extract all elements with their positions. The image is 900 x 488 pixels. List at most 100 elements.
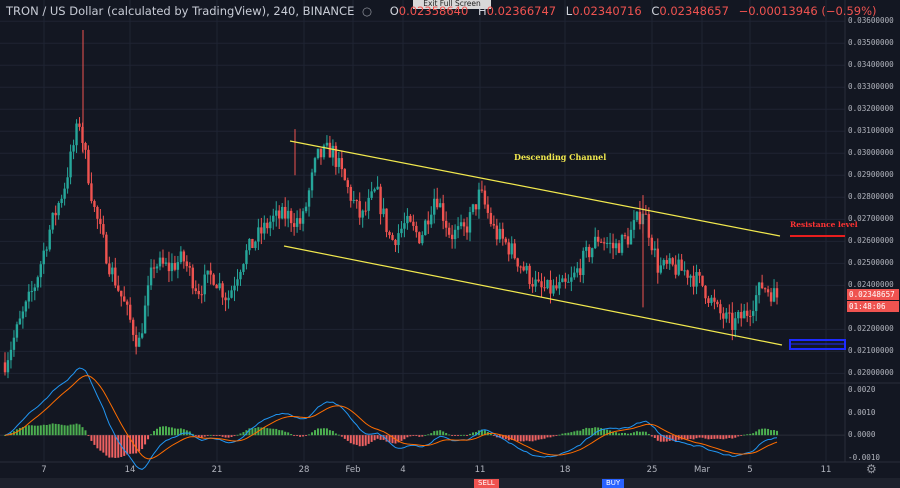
candle-body (60, 198, 63, 203)
macd-histogram-bar (251, 428, 254, 436)
candle-body (137, 337, 141, 347)
candle-body (233, 285, 236, 291)
resistance-label: Resistance level (790, 220, 858, 229)
candle-body (15, 324, 19, 338)
sell-button[interactable]: SELL (474, 479, 499, 488)
candle-body (158, 257, 162, 267)
candle-body (289, 210, 293, 224)
macd-histogram-bar (373, 435, 376, 441)
symbol-title[interactable]: TRON / US Dollar (calculated by TradingV… (6, 4, 355, 18)
exit-fullscreen-button[interactable]: Exit Full Screen (ESC) (413, 0, 491, 18)
candle-body (301, 211, 305, 224)
macd-histogram-bar (626, 433, 629, 436)
settings-gear-icon[interactable]: ⚙ (866, 462, 877, 476)
time-tick-label: Mar (693, 465, 711, 475)
macd-histogram-bar (370, 435, 373, 442)
candle-body (105, 234, 108, 264)
candle-body (45, 249, 48, 251)
visibility-dot-icon[interactable]: ○ (362, 4, 373, 18)
candle-body (588, 246, 591, 258)
macd-histogram-bar (710, 435, 713, 440)
candle-body (710, 297, 713, 303)
macd-histogram-bar (474, 432, 477, 436)
macd-histogram-bar (621, 432, 624, 436)
macd-histogram-bar (33, 425, 36, 436)
macd-histogram-bar (588, 428, 591, 436)
resistance-line (790, 235, 845, 237)
candle-body (18, 318, 22, 325)
candle-body (33, 287, 37, 292)
macd-histogram-bar (504, 435, 507, 440)
macd-histogram-bar (638, 431, 641, 436)
macd-histogram-bar (564, 433, 567, 436)
candle-body (9, 349, 13, 361)
macd-histogram-bar (531, 435, 534, 442)
candle-body (656, 248, 659, 273)
macd-histogram-bar (469, 433, 471, 436)
candle-body (179, 251, 183, 263)
candle-body (591, 248, 594, 258)
candle-body (269, 221, 272, 229)
candle-body (453, 229, 457, 240)
macd-histogram-bar (549, 435, 552, 438)
candle-body (66, 177, 69, 189)
macd-histogram-bar (361, 435, 364, 447)
candle-body (206, 270, 209, 275)
macd-histogram-bar (209, 434, 212, 436)
candle-body (325, 142, 329, 146)
candle-body (614, 243, 618, 249)
time-tick-label: Feb (345, 465, 361, 475)
macd-histogram-bar (656, 435, 659, 441)
candle-body (441, 203, 445, 221)
candle-body (602, 242, 606, 244)
macd-histogram-bar (173, 428, 176, 436)
candle-body (75, 123, 78, 146)
macd-histogram-bar (537, 435, 540, 440)
close-label: C (651, 4, 660, 18)
candle-body (474, 204, 478, 210)
macd-histogram-bar (108, 435, 111, 458)
price-tick-label: 0.03100000 (848, 126, 894, 136)
buy-button[interactable]: BUY (602, 479, 625, 488)
macd-histogram-bar (266, 428, 269, 436)
macd-histogram-bar (138, 435, 141, 452)
candle-body (731, 312, 734, 330)
macd-histogram-bar (299, 435, 302, 437)
candle-body (90, 183, 93, 202)
macd-histogram-bar (731, 435, 734, 439)
candle-body (638, 211, 642, 225)
macd-histogram-bar (689, 435, 692, 439)
candle-body (534, 279, 537, 287)
macd-histogram-bar (224, 435, 227, 438)
macd-histogram-bar (540, 435, 543, 440)
candle-body (170, 262, 174, 272)
macd-histogram-bar (734, 435, 737, 438)
candle-body (337, 158, 341, 167)
macd-histogram-bar (367, 435, 370, 444)
candle-body (388, 232, 391, 236)
candle-body (120, 290, 123, 297)
candle-body (48, 229, 51, 250)
macd-histogram-bar (522, 435, 525, 442)
candle-body (254, 241, 257, 248)
time-tick-label: 21 (211, 465, 223, 475)
candle-body (379, 186, 382, 215)
macd-histogram-bar (302, 435, 305, 437)
candle-body (194, 288, 197, 291)
macd-histogram-bar (460, 434, 463, 436)
candle-body (146, 285, 150, 306)
macd-histogram-bar (635, 431, 638, 436)
macd-histogram-bar (716, 435, 719, 439)
channel-label: Descending Channel (514, 152, 607, 162)
macd-histogram-bar (746, 434, 749, 436)
macd-histogram-bar (75, 423, 78, 436)
candle-body (400, 228, 403, 234)
macd-histogram-bar (471, 432, 474, 436)
candle-body (221, 283, 224, 298)
macd-histogram-bar (153, 430, 156, 436)
candle-body (719, 304, 722, 314)
candle-body (370, 191, 373, 198)
macd-histogram-bar (442, 431, 445, 436)
macd-histogram-bar (135, 435, 138, 454)
